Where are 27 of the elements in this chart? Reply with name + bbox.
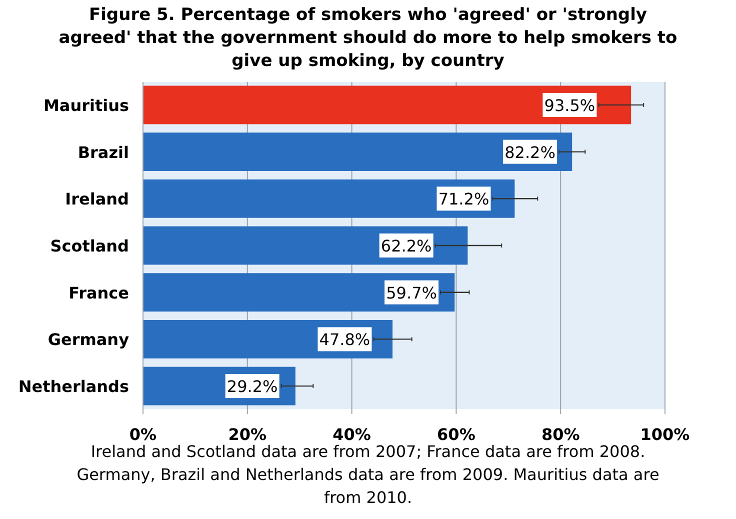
y-tick-label: Mauritius [43, 96, 129, 115]
y-tick-label: Germany [48, 330, 130, 350]
x-tick-label: 100% [640, 425, 690, 444]
y-tick-label: Scotland [50, 236, 129, 256]
bar [143, 273, 455, 312]
y-tick-label: Brazil [78, 142, 129, 162]
y-tick-label: Ireland [65, 190, 129, 209]
bar [143, 132, 572, 172]
x-tick-label: 60% [437, 425, 476, 444]
data-label: 62.2% [380, 236, 432, 256]
y-tick-label: Netherlands [18, 377, 129, 396]
data-label: 71.2% [438, 190, 490, 209]
y-tick-label: France [68, 283, 130, 302]
data-label: 82.2% [504, 142, 556, 162]
data-label: 59.7% [386, 283, 437, 302]
bar [143, 179, 515, 218]
x-tick-label: 0% [129, 425, 157, 444]
data-label: 29.2% [226, 377, 278, 396]
data-label: 93.5% [544, 96, 596, 115]
bar [143, 226, 468, 265]
bar [143, 86, 632, 124]
data-label: 47.8% [319, 330, 370, 350]
chart-title: Figure 5. Percentage of smokers who 'agreed' or 'strongly agreed' that the government should do more to help smokers to give up smoking, by country [58, 5, 678, 71]
x-tick-label: 80% [541, 425, 580, 444]
text: Ireland and Scotland data are from 2007; France data are from 2008. Germany, Brazil and Netherlands data are from 2009. Mauritius data are from 2010. [76, 442, 660, 507]
x-tick-label: 40% [332, 425, 371, 444]
x-tick-label: 20% [228, 425, 267, 444]
